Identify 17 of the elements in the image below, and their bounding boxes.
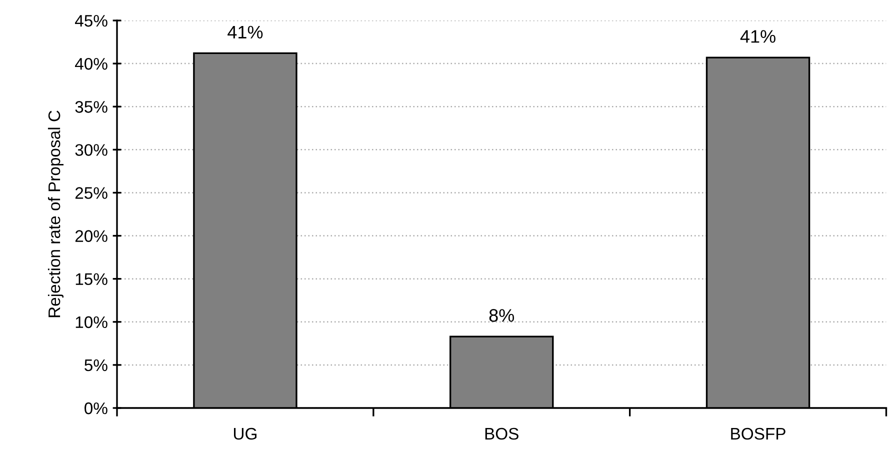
y-tick-label: 5% [84,359,108,372]
y-axis-title: Rejection rate of Proposal C [48,110,64,318]
data-label: 41% [228,26,263,38]
x-tick-label: BOSFP [731,428,786,440]
y-tick-label: 10% [76,316,108,328]
data-label: 41% [740,30,776,43]
data-label: 8% [489,309,514,322]
y-tick-label: 15% [76,273,108,286]
y-tick-label: 0% [84,402,108,414]
y-tick-label: 45% [75,14,108,27]
y-tick-label: 20% [75,230,108,242]
y-tick-label: 35% [75,101,108,113]
y-tick-label: 25% [75,187,108,199]
y-tick-label: 30% [75,144,108,156]
x-tick-label: BOS [485,428,518,440]
y-tick-label: 40% [75,58,108,70]
x-tick-label: UG [234,428,256,440]
